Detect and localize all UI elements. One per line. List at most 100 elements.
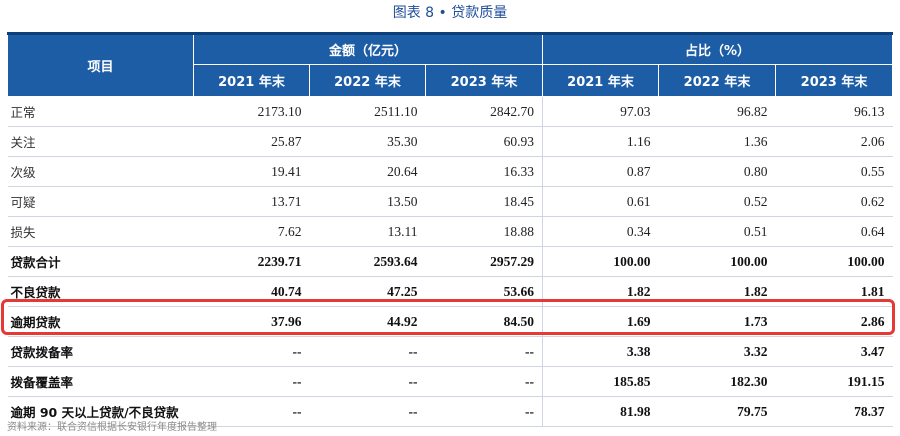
cell-value: 18.88 <box>425 216 544 247</box>
cell-value: 100.00 <box>658 246 776 277</box>
column-group-amount: 金额（亿元） <box>192 33 544 65</box>
cell-value: 3.47 <box>775 336 893 367</box>
source-note: 资料来源：联合资信根据长安银行年度报告整理 <box>7 422 217 433</box>
cell-value: 0.34 <box>542 216 659 247</box>
cell-value: 53.66 <box>425 276 544 307</box>
cell-value: 1.73 <box>658 306 776 337</box>
cell-value: 40.74 <box>193 276 310 307</box>
cell-value: 2957.29 <box>425 246 544 277</box>
cell-value: 100.00 <box>542 246 659 277</box>
cell-value: 79.75 <box>658 396 776 427</box>
column-header-year: 2021 年末 <box>542 64 660 97</box>
cell-value: 13.50 <box>309 186 426 217</box>
cell-value: 182.30 <box>658 366 776 397</box>
column-header-year: 2022 年末 <box>658 64 777 97</box>
row-label: 可疑 <box>7 186 194 217</box>
cell-value: 37.96 <box>193 306 310 337</box>
row-label: 损失 <box>7 216 194 247</box>
table-row: 次级 19.41 20.64 16.33 0.87 0.80 0.55 <box>7 156 893 187</box>
row-label: 次级 <box>7 156 194 187</box>
cell-value: 25.87 <box>193 126 310 157</box>
table-row: 不良贷款 40.74 47.25 53.66 1.82 1.82 1.81 <box>7 276 893 307</box>
cell-value: -- <box>309 396 426 427</box>
table-row: 贷款拨备率 -- -- -- 3.38 3.32 3.47 <box>7 336 893 367</box>
cell-value: 3.32 <box>658 336 776 367</box>
column-header-year: 2021 年末 <box>193 64 310 97</box>
cell-value: 2842.70 <box>425 96 544 127</box>
table-caption: 图表 8 • 贷款质量 <box>392 5 508 21</box>
cell-value: 0.62 <box>775 186 893 217</box>
cell-value: 97.03 <box>542 96 659 127</box>
cell-value: 20.64 <box>309 156 426 187</box>
cell-value: 0.51 <box>658 216 776 247</box>
cell-value: 0.61 <box>542 186 659 217</box>
table-row: 拨备覆盖率 -- -- -- 185.85 182.30 191.15 <box>7 366 893 397</box>
cell-value: 2.86 <box>775 306 893 337</box>
table-row: 逾期 90 天以上贷款/不良贷款 -- -- -- 81.98 79.75 78… <box>7 396 893 427</box>
cell-value: -- <box>193 336 310 367</box>
row-label: 正常 <box>7 96 194 127</box>
cell-value: 2593.64 <box>309 246 426 277</box>
cell-value: -- <box>309 366 426 397</box>
cell-value: 1.16 <box>542 126 659 157</box>
cell-value: 81.98 <box>542 396 659 427</box>
row-label: 关注 <box>7 126 194 157</box>
cell-value: 47.25 <box>309 276 426 307</box>
row-label: 逾期 90 天以上贷款/不良贷款 <box>7 396 194 427</box>
cell-value: 1.69 <box>542 306 659 337</box>
cell-value: 19.41 <box>193 156 310 187</box>
row-label: 逾期贷款 <box>7 306 194 337</box>
cell-value: -- <box>193 366 310 397</box>
table-row: 可疑 13.71 13.50 18.45 0.61 0.52 0.62 <box>7 186 893 217</box>
cell-value: -- <box>193 396 310 427</box>
row-label: 贷款拨备率 <box>7 336 194 367</box>
cell-value: 96.13 <box>775 96 893 127</box>
column-header-year: 2023 年末 <box>775 64 894 97</box>
row-label: 不良贷款 <box>7 276 194 307</box>
cell-value: 44.92 <box>309 306 426 337</box>
cell-value: 1.36 <box>658 126 776 157</box>
table-row: 正常 2173.10 2511.10 2842.70 97.03 96.82 9… <box>7 96 893 127</box>
cell-value: 84.50 <box>425 306 544 337</box>
cell-value: 3.38 <box>542 336 659 367</box>
cell-value: 2239.71 <box>193 246 310 277</box>
column-header-year: 2022 年末 <box>309 64 426 97</box>
cell-value: 191.15 <box>775 366 893 397</box>
cell-value: 0.64 <box>775 216 893 247</box>
cell-value: 1.82 <box>542 276 659 307</box>
cell-value: 16.33 <box>425 156 544 187</box>
cell-value: -- <box>425 366 544 397</box>
table-row: 逾期贷款 37.96 44.92 84.50 1.69 1.73 2.86 <box>7 306 893 337</box>
cell-value: 78.37 <box>775 396 893 427</box>
cell-value: 185.85 <box>542 366 659 397</box>
cell-value: 2173.10 <box>193 96 310 127</box>
cell-value: 1.81 <box>775 276 893 307</box>
cell-value: -- <box>425 396 544 427</box>
cell-value: 60.93 <box>425 126 544 157</box>
column-header-year: 2023 年末 <box>424 64 544 97</box>
cell-value: 0.80 <box>658 156 776 187</box>
cell-value: 0.87 <box>542 156 659 187</box>
cell-value: -- <box>309 336 426 367</box>
table-row: 贷款合计 2239.71 2593.64 2957.29 100.00 100.… <box>7 246 893 277</box>
column-group-share: 占比（%） <box>542 33 894 65</box>
cell-value: 2511.10 <box>309 96 426 127</box>
cell-value: 96.82 <box>658 96 776 127</box>
cell-value: 7.62 <box>193 216 310 247</box>
cell-value: 100.00 <box>775 246 893 277</box>
cell-value: 13.71 <box>193 186 310 217</box>
cell-value: -- <box>425 336 544 367</box>
column-header-item: 项目 <box>7 33 194 97</box>
table-row: 损失 7.62 13.11 18.88 0.34 0.51 0.64 <box>7 216 893 247</box>
cell-value: 35.30 <box>309 126 426 157</box>
row-label: 拨备覆盖率 <box>7 366 194 397</box>
cell-value: 18.45 <box>425 186 544 217</box>
row-label: 贷款合计 <box>7 246 194 277</box>
table-row: 关注 25.87 35.30 60.93 1.16 1.36 2.06 <box>7 126 893 157</box>
cell-value: 0.52 <box>658 186 776 217</box>
cell-value: 13.11 <box>309 216 426 247</box>
cell-value: 0.55 <box>775 156 893 187</box>
cell-value: 2.06 <box>775 126 893 157</box>
cell-value: 1.82 <box>658 276 776 307</box>
loan-quality-table: 项目 金额（亿元） 占比（%） 2021 年末 2022 年末 2023 年末 … <box>7 32 894 427</box>
